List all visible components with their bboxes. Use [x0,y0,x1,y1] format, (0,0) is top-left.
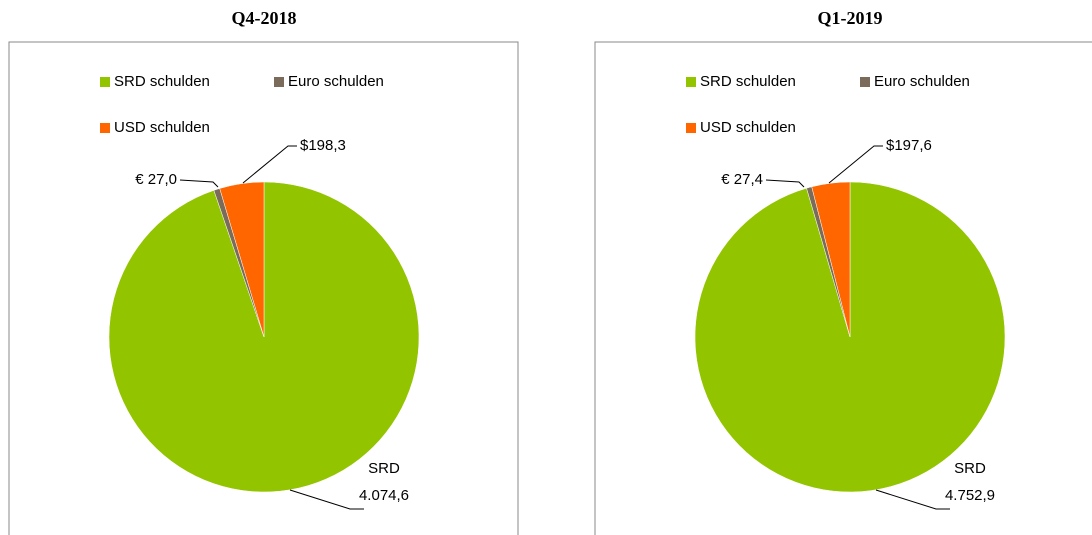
data-label: SRD 4.074,6 [359,460,409,504]
leader-line [828,145,883,184]
legend-swatch [860,77,870,87]
leader-line [179,179,219,188]
legend-swatch [274,77,284,87]
chart-title: Q1-2019 [818,8,883,28]
legend-swatch [100,123,110,133]
legend-label: USD schulden [114,119,210,136]
data-label: $198,3 [300,137,346,154]
leader-line [242,145,297,184]
pie-slice [811,181,851,338]
legend-label: Euro schulden [288,73,384,90]
legend-label: USD schulden [700,119,796,136]
leader-line [289,489,364,510]
legend-label: Euro schulden [874,73,970,90]
data-label: € 27,4 [721,171,763,188]
chart-frame [8,41,519,535]
legend-label: SRD schulden [700,73,796,90]
leader-line [765,179,805,188]
data-label: SRD 4.752,9 [945,460,995,504]
legend-swatch [686,123,696,133]
legend-label: SRD schulden [114,73,210,90]
legend-swatch [686,77,696,87]
data-label: € 27,0 [135,171,177,188]
chart-title: Q4-2018 [232,8,297,28]
leader-line [875,489,950,510]
pie-slice [219,181,265,338]
chart-frame [594,41,1092,535]
data-label: $197,6 [886,137,932,154]
legend-swatch [100,77,110,87]
